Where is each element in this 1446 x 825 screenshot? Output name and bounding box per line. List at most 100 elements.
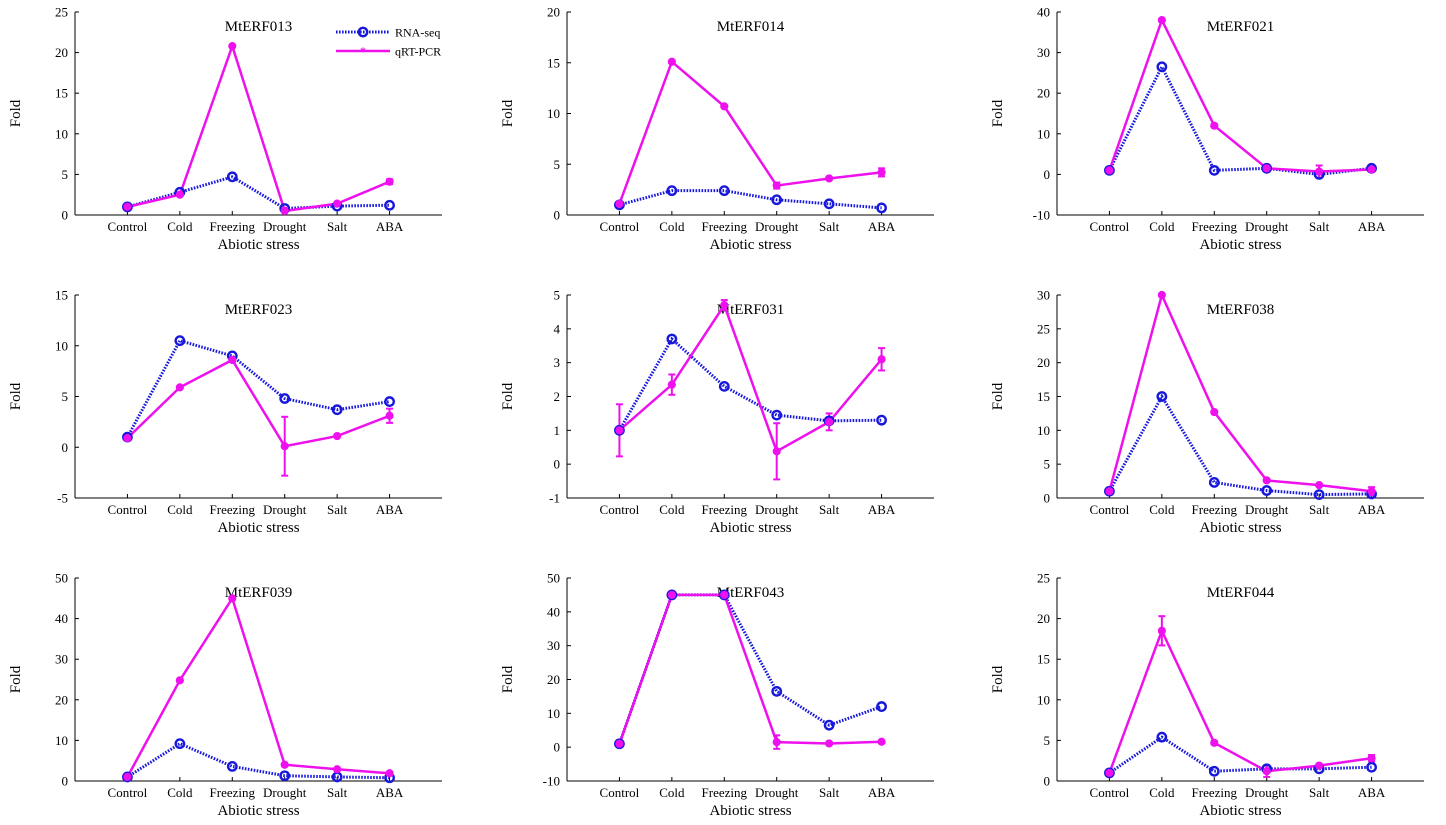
rna-seq-point-0 (614, 738, 625, 750)
qrt-pcr-point-4 (825, 174, 834, 183)
rna-seq-point-4 (331, 404, 343, 416)
qrt-pcr-point-0 (615, 199, 624, 208)
y-tick-label: 0 (1044, 774, 1051, 789)
x-tick-label: Control (108, 502, 148, 517)
x-tick-label: Drought (755, 219, 799, 234)
y-tick-label: 30 (547, 638, 560, 653)
y-tick-label: -10 (1033, 208, 1050, 223)
rna-seq-point-1 (666, 185, 678, 197)
qrt-pcr-point-5 (1367, 487, 1376, 496)
qrt-pcr-point-4 (1315, 167, 1324, 176)
qrt-pcr-point-2 (1210, 407, 1219, 417)
x-tick-label: Control (1090, 502, 1130, 517)
panel-mterf031: -1 0 1 2 3 4 5 Control Cold Freezing Drought Salt AB… (500, 288, 934, 536)
y-tick-label: 10 (1037, 126, 1050, 141)
qrt-pcr-point-0 (123, 434, 132, 443)
qrt-pcr-point-0 (1105, 487, 1114, 496)
y-tick-label: 0 (554, 457, 561, 472)
y-tick-label: 30 (1037, 45, 1050, 60)
x-tick-label: ABA (1358, 502, 1386, 517)
x-tick-label: Cold (167, 785, 193, 800)
y-tick-label: -5 (57, 491, 68, 506)
rna-seq-point-2 (718, 380, 730, 392)
qrt-pcr-point-1 (1157, 626, 1166, 635)
x-tick-label: Control (108, 785, 148, 800)
qrt-pcr-point-4 (1315, 761, 1324, 770)
rna-seq-line (618, 336, 882, 432)
rna-seq-point-4 (823, 198, 835, 210)
y-tick-label: 20 (1037, 355, 1050, 370)
panel-title: MtERF023 (225, 302, 293, 318)
y-tick-label: 5 (62, 167, 69, 182)
qrt-pcr-point-5 (385, 177, 394, 186)
x-tick-label: ABA (868, 785, 896, 800)
rna-seq-point-1 (174, 335, 186, 347)
x-tick-label: ABA (376, 785, 404, 800)
rna-seq-line (618, 593, 883, 745)
qrt-pcr-point-1 (175, 383, 184, 392)
x-tick-label: Control (1090, 785, 1130, 800)
qrt-pcr-point-0 (123, 772, 132, 782)
panel-mterf044: 0 5 10 15 20 25 Control Cold Freezing Drought Salt… (990, 571, 1424, 819)
rna-seq-point-3 (1261, 485, 1273, 496)
rna-seq-point-4 (823, 719, 835, 731)
x-tick-label: Freezing (1192, 785, 1238, 800)
qrt-pcr-line (618, 302, 883, 454)
y-tick-label: 1 (554, 423, 561, 438)
rna-seq-point-2 (718, 589, 730, 601)
legend-qrt-pcr-marker: * (360, 44, 366, 58)
y-tick-label: 15 (55, 288, 68, 303)
x-tick-label: Drought (263, 502, 307, 517)
qrt-pcr-point-2 (720, 590, 729, 600)
rna-seq-line (1108, 735, 1372, 775)
rna-seq-line (1108, 393, 1372, 497)
x-tick-label: Drought (755, 502, 799, 517)
x-tick-label: Freezing (702, 219, 748, 234)
qrt-pcr-point-2 (228, 42, 237, 51)
qrt-pcr-point-3 (280, 760, 289, 769)
y-axis-label: Fold (500, 99, 516, 127)
x-tick-label: Freezing (1192, 502, 1238, 517)
y-tick-label: 40 (55, 611, 68, 626)
y-axis-label: Fold (8, 665, 24, 693)
rna-seq-point-0 (122, 201, 133, 213)
rna-seq-point-2 (226, 760, 238, 772)
panel-mterf023: -5 0 5 10 15 Control Cold Freezing Drought Salt AB… (8, 288, 442, 536)
rna-seq-point-3 (771, 194, 783, 206)
x-tick-label: Cold (659, 502, 685, 517)
x-tick-label: Salt (819, 502, 840, 517)
rna-seq-point-1 (1156, 61, 1168, 73)
rna-seq-point-3 (1261, 162, 1273, 174)
y-tick-label: 10 (1037, 692, 1050, 707)
y-tick-label: 5 (62, 389, 69, 404)
qrt-pcr-point-1 (1157, 16, 1166, 25)
y-tick-label: 40 (547, 604, 560, 619)
panel-title: MtERF043 (717, 585, 785, 601)
y-tick-label: 10 (547, 106, 560, 121)
panel-mterf013: 0 5 10 15 20 25 Control Cold Freezing Drought Salt… (8, 5, 442, 253)
x-axis-label: Abiotic stress (709, 520, 791, 536)
y-tick-label: 50 (547, 571, 560, 586)
y-tick-label: -1 (549, 491, 560, 506)
rna-seq-point-3 (279, 770, 291, 782)
y-tick-label: 20 (55, 45, 68, 60)
panel-title: MtERF021 (1207, 19, 1275, 35)
qrt-pcr-point-5 (877, 168, 886, 177)
qrt-pcr-point-4 (825, 739, 834, 748)
qrt-pcr-point-5 (385, 769, 394, 778)
x-tick-label: Drought (1245, 785, 1289, 800)
y-tick-label: 15 (55, 86, 68, 101)
legend-rna-seq-marker (357, 26, 369, 38)
x-axis-label: Abiotic stress (1199, 520, 1281, 536)
y-tick-label: 5 (1044, 457, 1051, 472)
rna-seq-point-1 (1156, 731, 1168, 743)
rna-seq-point-5 (1366, 761, 1377, 773)
qrt-pcr-point-2 (228, 355, 237, 365)
y-tick-label: 10 (55, 733, 68, 748)
x-tick-label: ABA (1358, 219, 1386, 234)
qrt-pcr-point-3 (280, 206, 289, 216)
rna-seq-point-3 (279, 393, 291, 404)
rna-seq-point-0 (122, 771, 133, 783)
y-tick-label: 0 (62, 440, 69, 455)
qrt-pcr-point-3 (772, 737, 781, 747)
